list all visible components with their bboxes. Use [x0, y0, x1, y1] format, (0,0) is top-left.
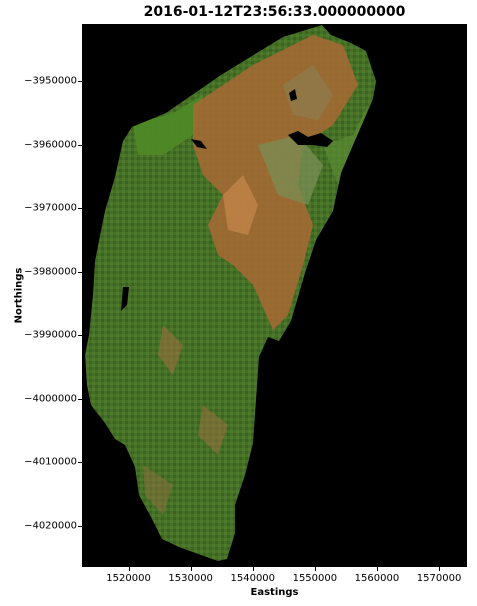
reservoir — [191, 139, 207, 149]
y-tick-mark — [78, 271, 82, 273]
y-tick-mark — [78, 462, 82, 464]
x-tick-label: 1550000 — [292, 573, 338, 584]
cleared-land — [143, 465, 173, 515]
x-tick-mark — [314, 567, 316, 571]
y-tick-label: −3970000 — [24, 202, 77, 214]
x-tick-label: 1560000 — [354, 573, 400, 584]
mixed-land — [258, 135, 323, 205]
x-tick-label: 1520000 — [106, 573, 151, 584]
map-plot-area — [82, 24, 467, 567]
y-tick-label: −4010000 — [24, 456, 77, 468]
x-tick-label: 1530000 — [168, 573, 213, 584]
y-tick-mark — [78, 208, 82, 210]
reservoir — [289, 89, 297, 101]
x-tick-mark — [190, 567, 192, 571]
x-tick-mark — [128, 567, 130, 571]
x-tick-mark — [439, 567, 441, 571]
y-tick-mark — [78, 144, 82, 146]
y-tick-mark — [78, 525, 82, 527]
y-axis-label: Northings — [13, 267, 25, 324]
cleared-land — [223, 175, 258, 235]
y-tick-label: −4020000 — [24, 520, 77, 532]
cleared-land — [198, 405, 228, 455]
x-tick-label: 1540000 — [230, 573, 276, 584]
cleared-land — [158, 325, 183, 375]
satellite-image — [85, 25, 376, 561]
y-tick-mark — [78, 335, 82, 337]
bright-green-patch — [133, 95, 203, 155]
y-tick-label: −3950000 — [24, 75, 77, 87]
x-tick-label: 1570000 — [416, 573, 462, 584]
y-tick-mark — [78, 81, 82, 83]
map-title: 2016-01-12T23:56:33.000000000 — [143, 4, 406, 20]
reservoir — [288, 131, 333, 147]
y-tick-label: −3960000 — [24, 139, 77, 151]
x-tick-mark — [376, 567, 378, 571]
y-tick-label: −3990000 — [24, 329, 77, 341]
y-tick-label: −3980000 — [24, 266, 77, 278]
y-tick-mark — [78, 398, 82, 400]
urban-area — [283, 65, 333, 120]
x-tick-mark — [252, 567, 254, 571]
y-tick-label: −4000000 — [24, 393, 77, 405]
reservoir — [121, 287, 129, 311]
x-axis-label: Eastings — [250, 587, 299, 598]
